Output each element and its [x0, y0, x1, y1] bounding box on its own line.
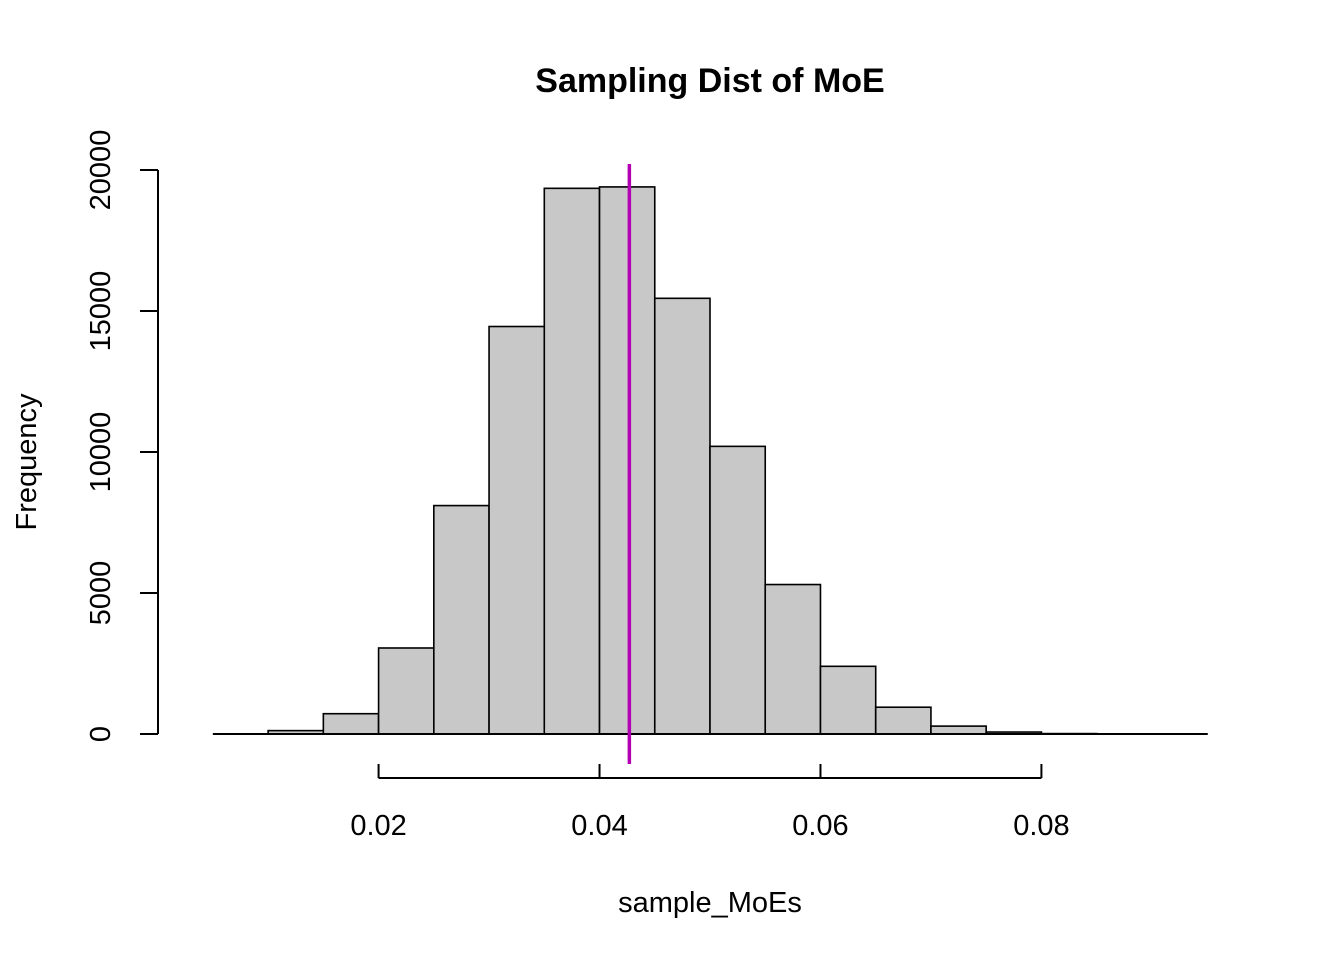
histogram-bar: [764, 583, 822, 735]
bars-group: [267, 186, 1208, 735]
histogram-bar: [433, 504, 490, 735]
y-tick-label: 5000: [85, 561, 117, 626]
x-axis-label: sample_MoEs: [618, 887, 802, 919]
chart-title: Sampling Dist of MoE: [535, 62, 884, 100]
x-tick-label: 0.06: [792, 810, 848, 842]
y-tick-label: 0: [85, 726, 117, 742]
histogram-bar: [598, 186, 656, 735]
histogram-bar: [653, 297, 711, 735]
y-tick-label: 20000: [85, 130, 117, 211]
y-axis-label: Frequency: [11, 393, 43, 531]
x-tick-label: 0.04: [571, 810, 627, 842]
histogram-bar: [709, 445, 767, 735]
x-tick-label: 0.08: [1013, 810, 1069, 842]
histogram-bar: [377, 647, 435, 735]
y-tick-label: 15000: [85, 271, 117, 352]
x-tick-label: 0.02: [350, 810, 406, 842]
y-tick-label: 10000: [85, 412, 117, 493]
x-axis: 0.02 0.04 0.06 0.08: [350, 764, 1070, 842]
histogram-bar: [874, 706, 932, 735]
histogram-bar: [488, 325, 546, 735]
y-axis: 0 5000 10000 15000 20000: [85, 130, 159, 742]
histogram-bar: [322, 712, 380, 735]
histogram-bar: [930, 725, 987, 735]
histogram-bar: [543, 187, 601, 735]
histogram-bar: [819, 665, 877, 735]
